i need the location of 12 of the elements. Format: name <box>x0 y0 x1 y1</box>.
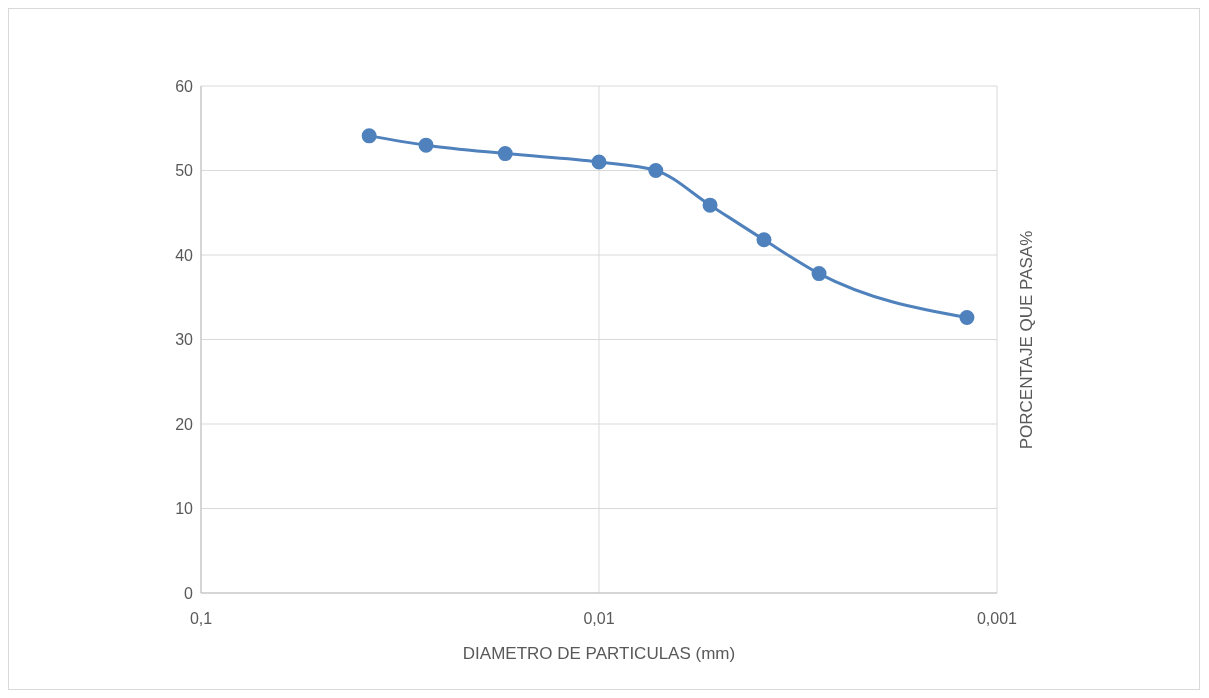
y-tick-label: 20 <box>175 415 194 433</box>
y-axis-title: PORCENTAJE QUE PASA% <box>1017 230 1037 449</box>
y-tick-label: 30 <box>175 331 194 349</box>
y-tick-label: 60 <box>175 77 194 95</box>
y-tick-label: 0 <box>184 584 194 602</box>
y-tick-label: 40 <box>175 246 194 264</box>
x-tick-label: 0,001 <box>976 610 1018 628</box>
x-axis-title: DIAMETRO DE PARTICULAS (mm) <box>462 644 736 663</box>
x-tick-label: 0,01 <box>583 610 615 628</box>
y-tick-label: 10 <box>175 500 194 518</box>
y-tick-label: 50 <box>175 162 194 180</box>
x-tick-label: 0,1 <box>189 610 213 628</box>
